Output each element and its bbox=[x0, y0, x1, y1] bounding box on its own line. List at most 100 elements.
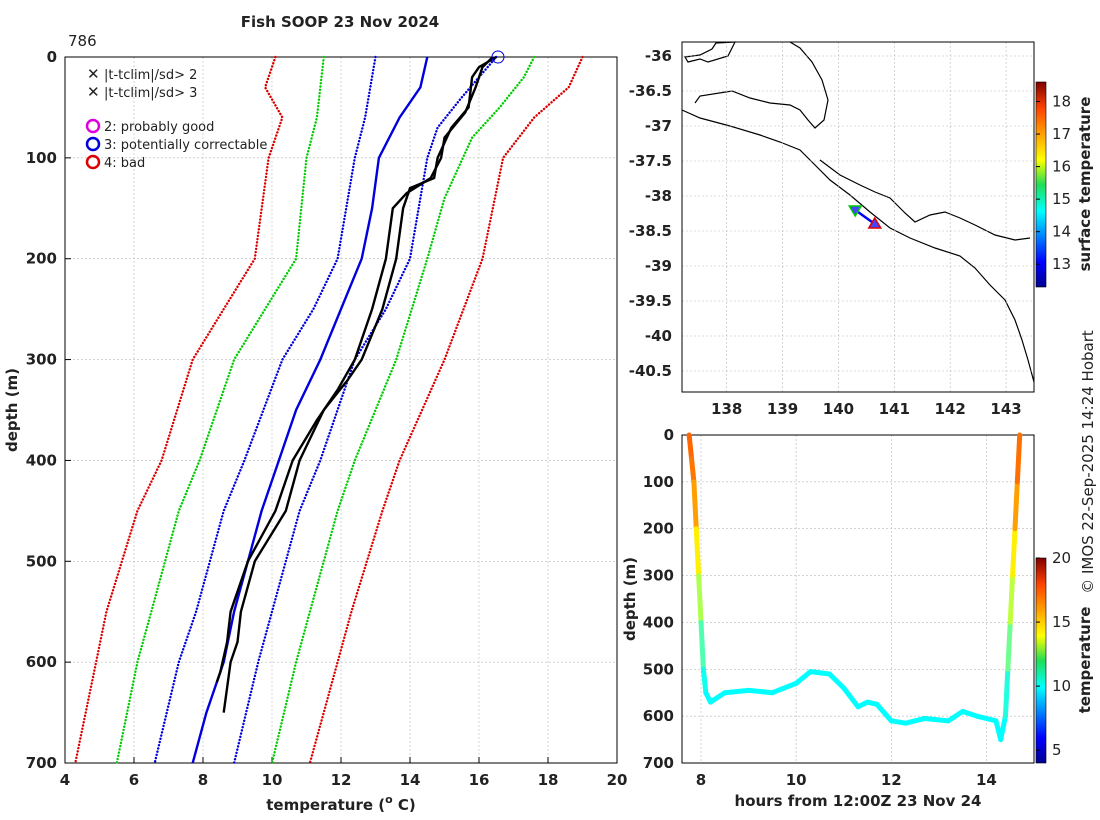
track-start-marker bbox=[867, 216, 883, 229]
x-tick-label: 14 bbox=[400, 771, 421, 789]
dt-y-tick-label: 0 bbox=[664, 426, 674, 444]
series-clim-1sd bbox=[232, 55, 498, 765]
map-y-tick-label: -37.5 bbox=[629, 152, 672, 170]
dt-y-tick-label: 700 bbox=[643, 754, 674, 772]
depth-time-plot: 8 10 12 14 0 100 200 300 400 500 600 700 hours from … bbox=[621, 426, 1035, 810]
dt-segment bbox=[903, 715, 928, 726]
plot-frame bbox=[64, 56, 618, 764]
dt-segment bbox=[1002, 666, 1011, 719]
dt-segment bbox=[1010, 526, 1018, 579]
coastline-gulf bbox=[819, 159, 1031, 241]
map-y-tick-label: -38 bbox=[645, 187, 672, 205]
series-observed-profile-a bbox=[222, 55, 497, 713]
map-y-tick-label: -38.5 bbox=[629, 222, 672, 240]
station-id: 786 bbox=[68, 32, 97, 50]
map-x-tick-label: 141 bbox=[879, 400, 910, 418]
dt-segment bbox=[807, 669, 832, 677]
dt-frame bbox=[681, 434, 1035, 764]
dt-y-axis-label: depth (m) bbox=[621, 557, 639, 641]
dt-segment bbox=[689, 455, 697, 485]
map-y-tick-label: -39.5 bbox=[629, 292, 672, 310]
x-axis-label: temperature (o C) bbox=[266, 793, 416, 814]
dt-segment bbox=[1005, 619, 1013, 672]
coastline bbox=[684, 41, 829, 129]
ship-track bbox=[854, 208, 876, 226]
dt-segment bbox=[841, 685, 861, 710]
colorbar-tick-label: 5 bbox=[1052, 741, 1062, 759]
dt-x-axis-label: hours from 12:00Z 23 Nov 24 bbox=[735, 792, 982, 810]
y-tick-label: 600 bbox=[26, 653, 57, 671]
dt-segment bbox=[769, 680, 799, 696]
dt-segment bbox=[722, 687, 752, 696]
legend-label: 4: bad bbox=[104, 156, 145, 171]
surface-temperature-colorbar-ticks: 13 14 15 16 17 18 bbox=[1036, 93, 1071, 273]
map-y-tick-label: -39 bbox=[645, 257, 672, 275]
x-tick-label: 10 bbox=[262, 771, 283, 789]
series-clim-2sd bbox=[270, 55, 536, 765]
x-tick-label: 16 bbox=[469, 771, 490, 789]
map-frame bbox=[681, 41, 1035, 393]
dt-segment bbox=[708, 690, 728, 705]
dt-segment bbox=[696, 573, 704, 625]
map-y-tick-label: -36.5 bbox=[629, 82, 672, 100]
y-tick-label: 0 bbox=[47, 48, 57, 66]
y-tick-label: 400 bbox=[26, 451, 57, 469]
series-clim-3sd bbox=[308, 55, 584, 765]
map-plot bbox=[681, 41, 1035, 383]
legend-label: 2: probably good bbox=[104, 120, 214, 135]
legend-circle-symbol bbox=[85, 118, 101, 134]
dt-segment bbox=[826, 671, 847, 691]
temperature-label: temperature bbox=[1076, 607, 1094, 714]
dt-x-tick-label: 10 bbox=[786, 771, 807, 789]
series-climatology-mean bbox=[191, 56, 429, 764]
legend-x-symbol: ✕ bbox=[87, 65, 100, 83]
dt-y-tick-label: 100 bbox=[643, 473, 674, 491]
dt-segment bbox=[1014, 432, 1023, 485]
coastline-main bbox=[681, 109, 1035, 383]
map-x-tick-label: 142 bbox=[935, 400, 966, 418]
legend-x-symbol: ✕ bbox=[87, 83, 100, 101]
dt-segment bbox=[960, 708, 980, 719]
legend-circle-symbol bbox=[85, 136, 101, 152]
dt-segment bbox=[922, 715, 951, 724]
y-tick-label: 100 bbox=[26, 149, 57, 167]
colorbar-tick-label: 15 bbox=[1052, 613, 1071, 631]
dt-segment bbox=[874, 701, 894, 724]
credit-text: © IMOS 22-Sep-2025 14:24 Hobart bbox=[1079, 330, 1097, 594]
series-observed-profile-b bbox=[215, 56, 494, 683]
surface-temperature-colorbar bbox=[1035, 81, 1047, 288]
temperature-colorbar bbox=[1035, 557, 1047, 764]
colorbar-tick-label: 13 bbox=[1052, 255, 1071, 273]
dt-segment bbox=[693, 526, 702, 579]
dt-segment bbox=[686, 432, 695, 461]
colorbar-tick-label: 10 bbox=[1052, 677, 1071, 695]
dt-x-tick-label: 14 bbox=[976, 771, 997, 789]
dt-y-tick-label: 200 bbox=[643, 520, 674, 538]
dt-segment bbox=[698, 619, 706, 672]
series-clim-1sd bbox=[153, 55, 377, 765]
dt-segment bbox=[793, 669, 813, 686]
x-tick-label: 4 bbox=[60, 771, 70, 789]
map-axes: 138 139 140 141 142 143 -36 -36.5 -37 -37.5 -38 -38… bbox=[629, 41, 1035, 418]
series-clim-3sd bbox=[74, 55, 284, 765]
legend-label: 3: potentially correctable bbox=[104, 138, 267, 153]
map-y-tick-label: -40 bbox=[645, 327, 672, 345]
track-end-marker bbox=[847, 205, 863, 218]
dt-x-tick-label: 12 bbox=[881, 771, 902, 789]
dt-segment bbox=[974, 713, 999, 724]
y-tick-label: 500 bbox=[26, 552, 57, 570]
dt-y-tick-label: 500 bbox=[643, 660, 674, 678]
dt-x-tick-label: 8 bbox=[696, 771, 706, 789]
dt-y-tick-label: 400 bbox=[643, 613, 674, 631]
legend-circle-symbol bbox=[85, 154, 101, 170]
series-clim-2sd bbox=[115, 55, 325, 765]
dt-segment bbox=[998, 713, 1008, 743]
dt-segment bbox=[691, 479, 699, 532]
map-y-tick-label: -37 bbox=[645, 117, 672, 135]
colorbar-tick-label: 16 bbox=[1052, 158, 1071, 176]
colorbar-tick-label: 14 bbox=[1052, 223, 1071, 241]
chart-title: Fish SOOP 23 Nov 2024 bbox=[241, 13, 439, 31]
surface-temperature-label: surface temperature bbox=[1076, 97, 1094, 272]
map-x-tick-label: 139 bbox=[767, 400, 798, 418]
